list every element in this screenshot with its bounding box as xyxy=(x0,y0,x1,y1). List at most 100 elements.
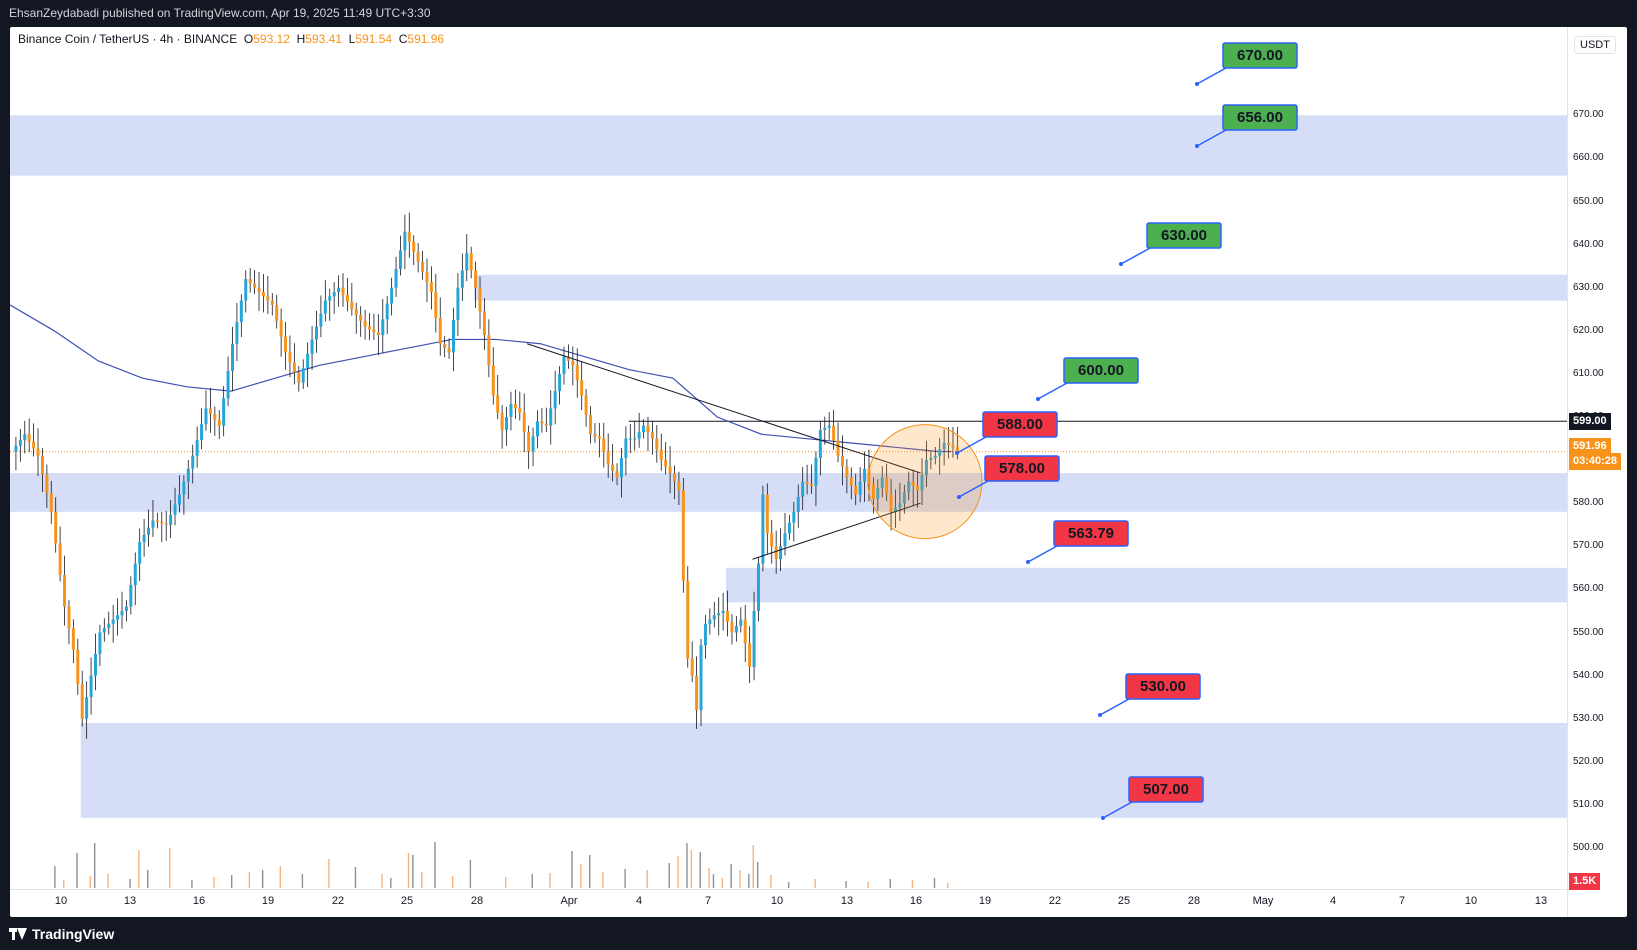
candle-body xyxy=(566,356,570,361)
time-tick-label: 22 xyxy=(331,895,345,907)
candle-body xyxy=(107,623,111,629)
tradingview-brand-text: TradingView xyxy=(32,926,115,942)
candle-body xyxy=(664,460,668,467)
symbol-legend: Binance Coin / TetherUS · 4h · BINANCE O… xyxy=(18,32,444,46)
volume-bar xyxy=(63,880,65,888)
candle-body xyxy=(774,546,778,560)
close-value: 591.96 xyxy=(407,32,445,46)
support-resistance-zone xyxy=(80,723,1568,818)
currency-button[interactable]: USDT xyxy=(1574,36,1616,54)
volume-bar xyxy=(147,870,149,888)
target-pointer xyxy=(1027,545,1058,563)
target-pointer-dot xyxy=(1119,262,1123,266)
candle-body xyxy=(80,684,84,719)
candle-body xyxy=(805,481,809,484)
candle-body xyxy=(540,421,544,424)
volume-bar xyxy=(712,874,715,888)
candle-body xyxy=(885,477,889,495)
volume-bar xyxy=(213,877,215,888)
target-pointer xyxy=(1102,801,1133,819)
volume-bar xyxy=(730,864,732,888)
candle-body xyxy=(443,343,447,349)
candle-body xyxy=(863,468,867,482)
volume-bar xyxy=(933,878,936,888)
candle-body xyxy=(739,619,743,627)
candle-body xyxy=(341,287,345,295)
candle-body xyxy=(712,615,716,620)
target-label-text: 656.00 xyxy=(1237,109,1283,126)
price-tick-label: 560.00 xyxy=(1573,583,1604,595)
candle-body xyxy=(602,438,606,452)
candle-body xyxy=(182,481,186,495)
target-label-box xyxy=(1053,520,1129,547)
tradingview-logo[interactable]: TradingView xyxy=(9,926,114,942)
target-label-box xyxy=(1063,357,1139,384)
candle-body xyxy=(756,563,760,611)
candle-body xyxy=(222,398,226,426)
candle-body xyxy=(98,632,102,655)
candle-body xyxy=(832,425,836,441)
volume-bar xyxy=(191,880,193,888)
candle-body xyxy=(363,320,367,327)
target-label-text: 630.00 xyxy=(1161,227,1207,244)
candle-body xyxy=(783,533,787,547)
volume-bar xyxy=(911,880,914,888)
volume-bar xyxy=(54,866,56,888)
candle-body xyxy=(628,438,632,440)
target-pointer-dot xyxy=(1036,397,1040,401)
candle-body xyxy=(275,304,279,321)
candle-body xyxy=(924,460,928,476)
candle-body xyxy=(332,292,336,297)
candle-body xyxy=(45,474,49,494)
candle-body xyxy=(204,408,208,425)
candle-body xyxy=(231,343,234,372)
time-tick-label: 28 xyxy=(1187,895,1201,907)
candle-body xyxy=(306,353,310,369)
candle-body xyxy=(434,292,438,318)
candle-body xyxy=(460,270,464,288)
volume-bar xyxy=(107,874,109,888)
candle-body xyxy=(195,439,199,456)
candle-body xyxy=(412,241,416,252)
candle-body xyxy=(633,438,637,440)
candle-body xyxy=(611,464,615,471)
open-label: O xyxy=(243,32,254,46)
candle-body xyxy=(138,541,142,564)
candle-body xyxy=(54,511,58,544)
volume-bar xyxy=(261,870,264,888)
candle-body xyxy=(575,365,579,381)
high-value: 593.41 xyxy=(305,32,342,46)
candle-body xyxy=(345,294,349,303)
time-tick-label: 10 xyxy=(1464,895,1478,907)
volume-bar xyxy=(381,874,383,888)
candle-body xyxy=(279,320,283,337)
target-pointer xyxy=(1037,382,1068,400)
candle-body xyxy=(898,503,902,508)
volume-bar xyxy=(421,872,423,888)
publisher-text: EhsanZeydabadi published on TradingView.… xyxy=(9,6,431,20)
candle-body xyxy=(562,356,566,374)
candle-body xyxy=(690,658,694,676)
target-label-box xyxy=(1222,104,1298,131)
candle-body xyxy=(147,527,151,535)
candle-body xyxy=(14,445,18,452)
support-resistance-zone xyxy=(10,473,1567,512)
volume-bar xyxy=(580,864,582,888)
volume-bar xyxy=(814,879,816,888)
candle-body xyxy=(447,348,451,353)
volume-bar xyxy=(89,876,91,888)
candle-body xyxy=(695,675,699,711)
candle-body xyxy=(288,352,292,363)
time-tick-label: 4 xyxy=(635,895,643,907)
candle-body xyxy=(403,231,407,251)
target-pointer-dot xyxy=(957,495,961,499)
candle-body xyxy=(642,425,646,433)
volume-bar xyxy=(138,850,140,888)
volume-bar xyxy=(469,860,472,888)
candle-body xyxy=(916,485,920,491)
volume-bar xyxy=(279,866,282,888)
candle-body xyxy=(129,585,133,607)
support-resistance-zone xyxy=(10,115,1567,176)
candle-body xyxy=(505,417,509,430)
